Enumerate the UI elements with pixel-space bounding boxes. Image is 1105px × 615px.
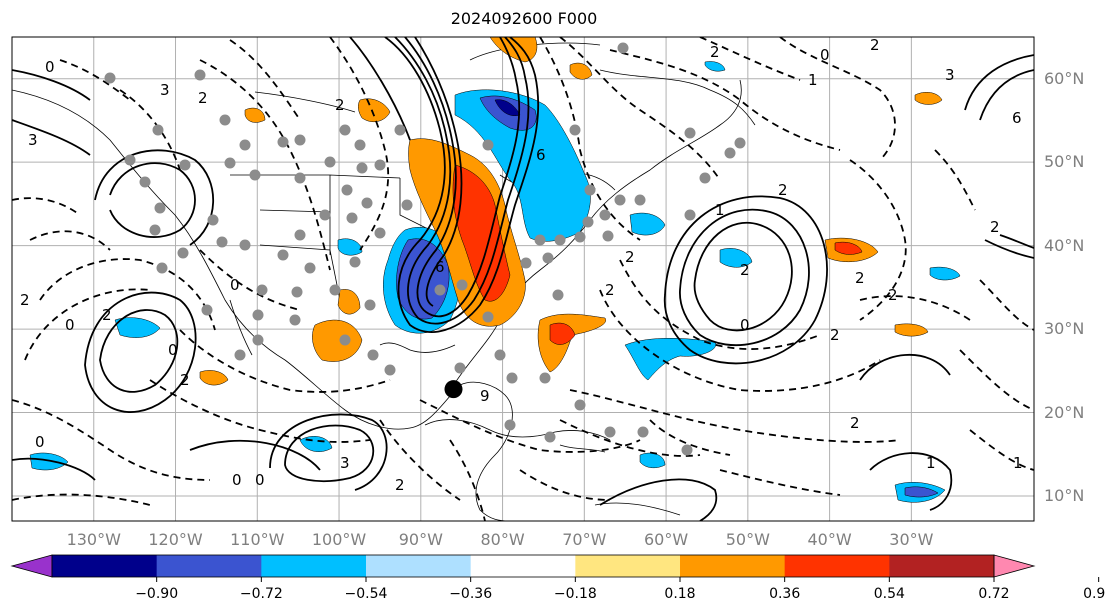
- svg-text:3: 3: [160, 81, 170, 99]
- svg-text:0: 0: [35, 433, 45, 451]
- longitude-label: 60°W: [643, 530, 689, 549]
- svg-text:1: 1: [926, 454, 936, 472]
- svg-text:2: 2: [710, 43, 720, 61]
- colorbar-extend-high: [993, 554, 1036, 578]
- svg-text:2: 2: [198, 89, 208, 107]
- svg-text:2: 2: [180, 371, 190, 389]
- svg-text:2: 2: [20, 291, 30, 309]
- longitude-label: 70°W: [562, 530, 607, 549]
- svg-text:3: 3: [28, 131, 38, 149]
- colorbar-segment: [366, 555, 472, 577]
- colorbar-segment: [889, 555, 995, 577]
- colorbar-segment: [680, 555, 786, 577]
- svg-text:1: 1: [715, 201, 725, 219]
- longitude-label: 110°W: [230, 530, 285, 549]
- colorbar-tick-label: 0.18: [664, 586, 696, 602]
- observation-dots: [104, 42, 746, 456]
- solid-contours: [12, 37, 1034, 521]
- svg-text:0: 0: [65, 316, 75, 334]
- anomaly-shading: [29, 37, 961, 503]
- dashed-contours: [12, 37, 1034, 521]
- svg-text:0: 0: [45, 58, 55, 76]
- svg-text:2: 2: [605, 281, 615, 299]
- longitude-label: 30°W: [889, 530, 934, 549]
- svg-text:0: 0: [255, 471, 265, 489]
- colorbar-tick-label: −0.54: [344, 586, 388, 602]
- svg-text:6: 6: [435, 258, 445, 276]
- svg-text:2: 2: [625, 248, 635, 266]
- longitude-label: 130°W: [66, 530, 121, 549]
- svg-text:2: 2: [102, 306, 112, 324]
- svg-text:3: 3: [340, 454, 350, 472]
- svg-text:2: 2: [830, 326, 840, 344]
- svg-text:1: 1: [808, 71, 818, 89]
- colorbar-tick-label: −0.18: [553, 586, 597, 602]
- svg-text:0: 0: [740, 316, 750, 334]
- colorbar-segment: [261, 555, 367, 577]
- colorbar-tick-label: 0.72: [978, 586, 1010, 602]
- svg-text:9: 9: [480, 387, 490, 405]
- map-frame: [11, 36, 1035, 522]
- svg-text:2: 2: [395, 476, 405, 494]
- svg-text:2: 2: [990, 218, 1000, 236]
- longitude-label: 80°W: [480, 530, 525, 549]
- svg-text:2: 2: [335, 96, 345, 114]
- svg-text:1: 1: [1013, 454, 1023, 472]
- svg-text:0: 0: [232, 471, 242, 489]
- longitude-label: 50°W: [725, 530, 770, 549]
- colorbar-tick-label: 0.36: [769, 586, 801, 602]
- svg-text:2: 2: [855, 269, 865, 287]
- svg-text:2: 2: [850, 414, 860, 432]
- svg-text:6: 6: [1012, 109, 1022, 127]
- colorbar-tick-label: −0.72: [239, 586, 283, 602]
- longitude-label: 100°W: [311, 530, 367, 549]
- latitude-label: 40°N: [1044, 235, 1085, 255]
- svg-text:0: 0: [820, 46, 830, 64]
- colorbar-tick-label: −0.36: [449, 586, 493, 602]
- colorbar-segment: [575, 555, 681, 577]
- storm-center-marker: [444, 380, 463, 399]
- colorbar: [10, 554, 1100, 582]
- svg-text:2: 2: [778, 181, 788, 199]
- svg-text:6: 6: [536, 146, 546, 164]
- latitude-label: 60°N: [1044, 68, 1085, 88]
- colorbar-extend-low: [10, 554, 53, 578]
- latitude-label: 50°N: [1044, 152, 1085, 172]
- latitude-label: 20°N: [1044, 402, 1085, 422]
- contour-labels: 3 3 2 0 2 0 2 0 0 0 0 3 2 2 6 6 2 1 2 0 …: [20, 36, 1023, 494]
- colorbar-segment: [52, 555, 158, 577]
- svg-text:2: 2: [740, 261, 750, 279]
- map-title: 2024092600 F000: [450, 9, 598, 28]
- colorbar-outline: [51, 554, 995, 578]
- colorbar-segment: [784, 555, 890, 577]
- longitude-label: 40°W: [807, 530, 852, 549]
- svg-text:0: 0: [230, 276, 240, 294]
- latitude-label: 30°N: [1044, 319, 1085, 339]
- svg-text:2: 2: [870, 36, 880, 54]
- svg-text:0: 0: [168, 341, 178, 359]
- longitude-label: 120°W: [148, 530, 203, 549]
- colorbar-tick-label: 0.54: [873, 586, 905, 602]
- colorbar-tick-label: −0.90: [135, 586, 179, 602]
- latitude-label: 10°N: [1044, 485, 1085, 505]
- svg-text:2: 2: [888, 286, 898, 304]
- colorbar-segment: [156, 555, 262, 577]
- svg-text:3: 3: [945, 66, 955, 84]
- colorbar-tick-label: 0.90: [1083, 586, 1105, 602]
- colorbar-segment: [470, 555, 576, 577]
- longitude-label: 90°W: [398, 530, 443, 549]
